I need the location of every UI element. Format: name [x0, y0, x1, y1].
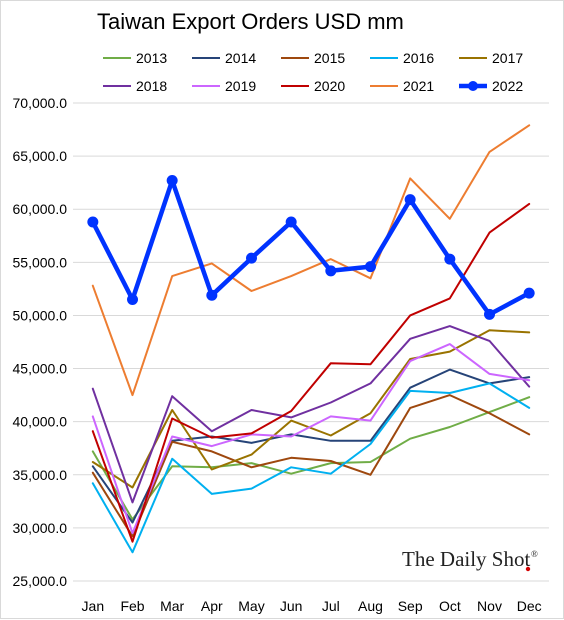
legend-marker-2022 — [468, 81, 478, 91]
y-axis-ticks: 25,000.0 30,000.0 35,000.0 40,000.0 45,000.0… — [13, 95, 68, 589]
legend-label-2016: 2016 — [403, 50, 434, 66]
y-tick-label: 50,000.0 — [13, 307, 68, 323]
series-line-2019 — [91, 343, 531, 535]
legend-label-2014: 2014 — [225, 50, 256, 66]
legend-label-2015: 2015 — [314, 50, 345, 66]
y-tick-label: 65,000.0 — [13, 148, 68, 164]
data-point-2022 — [444, 253, 456, 265]
legend: 2013 2014 2015 2016 2017 2018 2019 2020 2021 2022 — [103, 50, 523, 94]
series-line-2014 — [91, 368, 531, 524]
chart-title: Taiwan Export Orders USD mm — [97, 9, 404, 34]
series-line-2015 — [91, 394, 531, 538]
y-tick-label: 70,000.0 — [13, 95, 68, 111]
x-tick-label: Jan — [82, 598, 105, 614]
y-tick-label: 40,000.0 — [13, 414, 68, 430]
y-tick-label: 55,000.0 — [13, 254, 68, 270]
data-point-2022 — [166, 175, 178, 187]
watermark-registered-mark: ® — [531, 549, 538, 559]
data-point-2022 — [325, 265, 337, 277]
x-tick-label: Oct — [439, 598, 461, 614]
watermark-text: The Daily Shot — [402, 547, 530, 571]
series-line-2020 — [91, 202, 531, 543]
y-tick-label: 60,000.0 — [13, 201, 68, 217]
x-tick-label: Nov — [477, 598, 502, 614]
series-lines — [87, 124, 535, 554]
y-tick-label: 35,000.0 — [13, 467, 68, 483]
x-axis-ticks: Jan Feb Mar Apr May Jun Jul Aug Sep Oct Nov Dec — [82, 598, 542, 614]
x-tick-label: Jul — [322, 598, 340, 614]
x-tick-label: Apr — [201, 598, 223, 614]
x-tick-label: May — [238, 598, 264, 614]
x-tick-label: Mar — [160, 598, 184, 614]
y-tick-label: 45,000.0 — [13, 361, 68, 377]
data-point-2022 — [365, 261, 376, 273]
series-line-2018 — [91, 325, 531, 504]
y-tick-label: 30,000.0 — [13, 520, 68, 536]
legend-label-2018: 2018 — [136, 78, 167, 94]
legend-label-2017: 2017 — [492, 50, 523, 66]
legend-label-2020: 2020 — [314, 78, 345, 94]
data-point-2022 — [206, 289, 218, 301]
x-tick-label: Aug — [358, 598, 383, 614]
x-tick-label: Dec — [517, 598, 542, 614]
x-tick-label: Jun — [280, 598, 303, 614]
data-point-2022 — [484, 308, 495, 320]
data-point-2022 — [127, 294, 138, 306]
series-line-2013 — [91, 396, 531, 521]
legend-label-2021: 2021 — [403, 78, 434, 94]
series-line-2022 — [90, 178, 532, 317]
legend-label-2019: 2019 — [225, 78, 256, 94]
legend-label-2013: 2013 — [136, 50, 167, 66]
series-line-2016 — [91, 382, 531, 554]
series-line-2021 — [91, 124, 531, 397]
y-tick-label: 25,000.0 — [13, 573, 68, 589]
legend-label-2022: 2022 — [492, 78, 523, 94]
gridlines — [73, 102, 549, 582]
data-point-2022 — [246, 252, 257, 264]
x-tick-label: Sep — [398, 598, 423, 614]
data-point-2022 — [404, 194, 416, 206]
watermark-dot — [525, 566, 531, 572]
x-tick-label: Feb — [120, 598, 144, 614]
data-point-2022 — [87, 216, 99, 228]
watermark: The Daily Shot ® — [402, 547, 538, 572]
data-point-2022 — [523, 287, 535, 299]
data-point-2022 — [285, 216, 297, 228]
